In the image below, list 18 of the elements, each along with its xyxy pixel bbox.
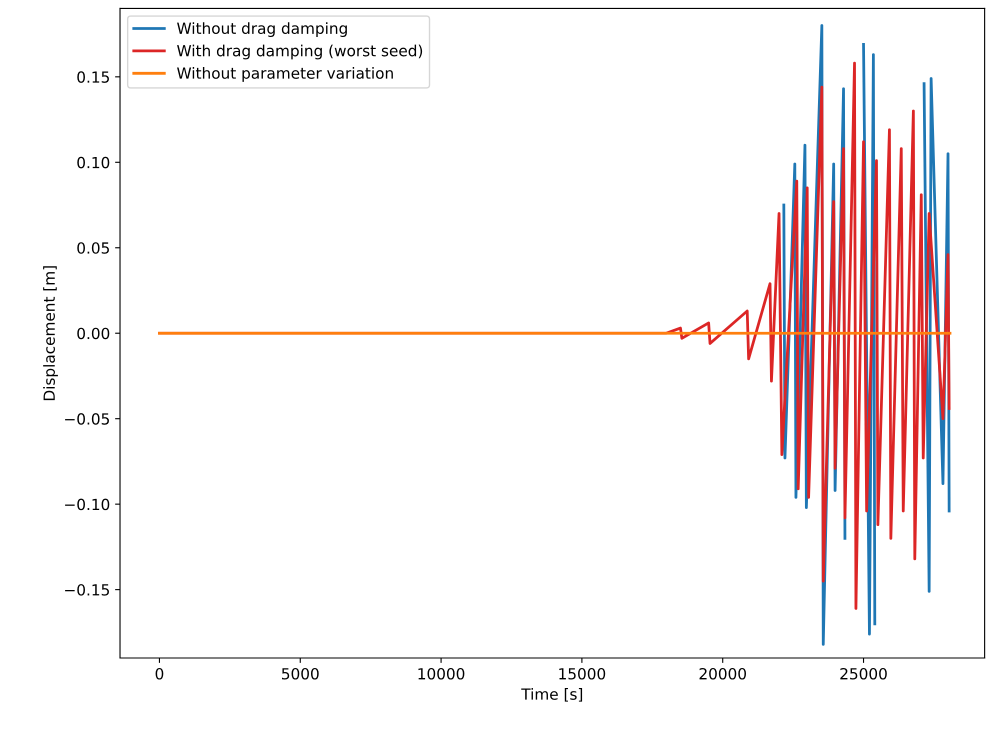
x-tick-label: 10000 [418, 668, 464, 680]
y-tick-label: −0.10 [65, 498, 110, 510]
x-tick-label: 20000 [700, 668, 746, 680]
x-axis-title: Time [s] [521, 688, 582, 702]
y-tick-label: 0.15 [77, 71, 109, 83]
x-tick-label: 0 [156, 668, 164, 680]
x-tick-label: 15000 [559, 668, 606, 680]
y-tick-label: −0.05 [65, 413, 109, 425]
x-tick-label: 25000 [840, 668, 887, 680]
y-axis-title: Displacement [m] [43, 266, 58, 400]
legend-label: Without drag damping [177, 22, 347, 37]
y-tick-label: 0.00 [77, 328, 110, 340]
y-tick-label: −0.15 [65, 584, 109, 596]
y-tick-label: 0.05 [77, 242, 109, 254]
legend-label: Without parameter variation [177, 67, 393, 82]
legend-label: With drag damping (worst seed) [177, 44, 422, 60]
x-tick-label: 5000 [282, 668, 319, 680]
y-tick-label: 0.10 [77, 156, 110, 168]
